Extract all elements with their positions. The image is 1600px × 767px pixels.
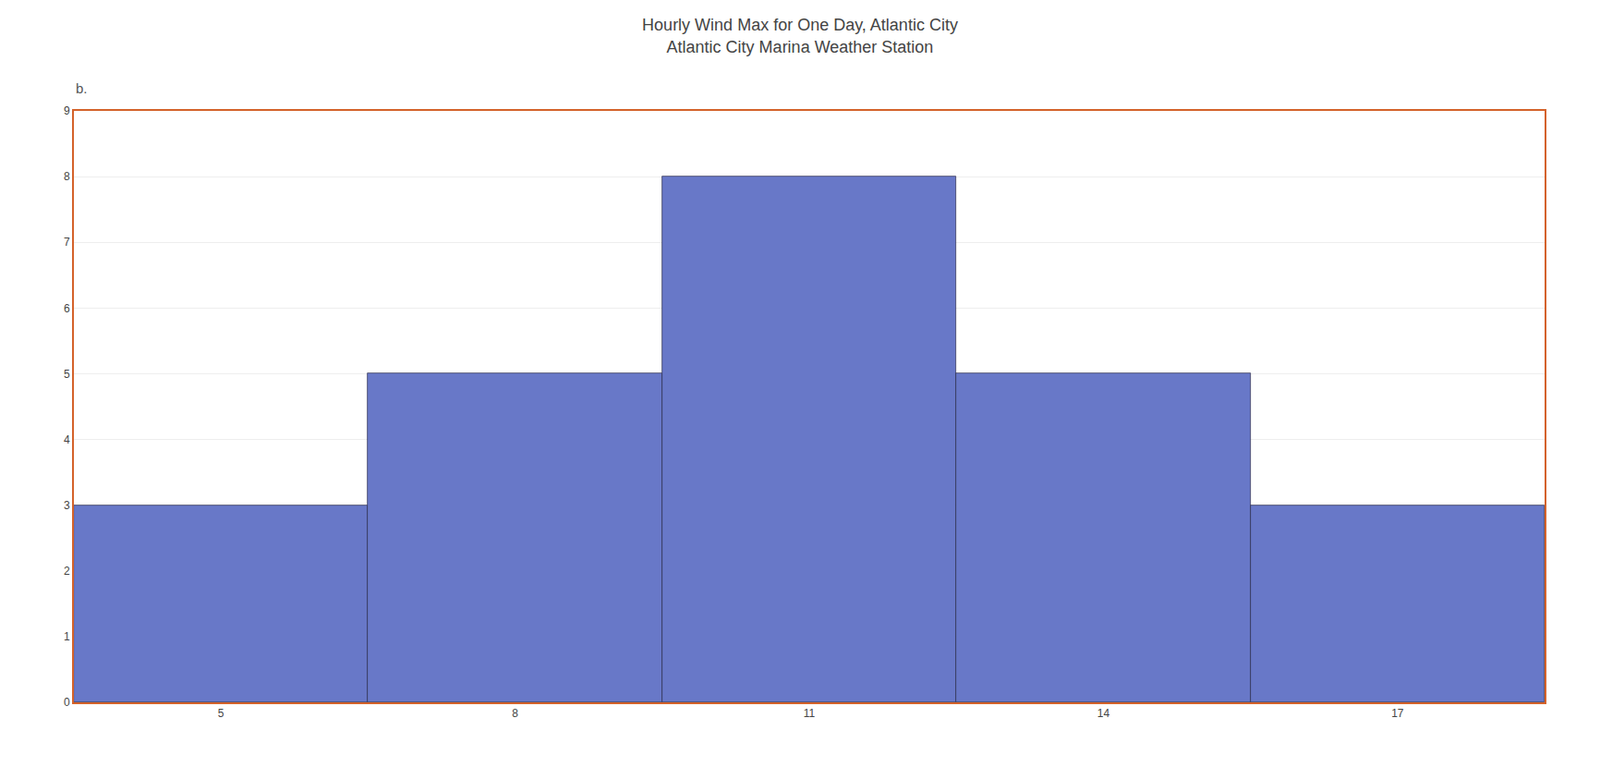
- svg-text:0: 0: [63, 695, 71, 709]
- svg-text:5: 5: [63, 367, 71, 381]
- svg-text:9: 9: [63, 104, 71, 118]
- svg-text:Hourly Wind Max for One Day, A: Hourly Wind Max for One Day, Atlantic Ci…: [642, 15, 958, 56]
- svg-text:b.: b.: [75, 80, 88, 97]
- svg-text:5: 5: [218, 706, 225, 720]
- svg-text:8: 8: [511, 706, 519, 720]
- svg-text:11: 11: [803, 706, 816, 720]
- svg-text:3: 3: [63, 498, 71, 512]
- svg-text:1: 1: [63, 630, 71, 643]
- svg-text:8: 8: [63, 169, 71, 183]
- svg-text:4: 4: [63, 433, 71, 447]
- svg-text:6: 6: [63, 302, 71, 316]
- svg-text:14: 14: [1097, 706, 1111, 720]
- svg-text:2: 2: [63, 564, 71, 578]
- svg-text:7: 7: [63, 235, 71, 249]
- svg-text:17: 17: [1391, 706, 1405, 720]
